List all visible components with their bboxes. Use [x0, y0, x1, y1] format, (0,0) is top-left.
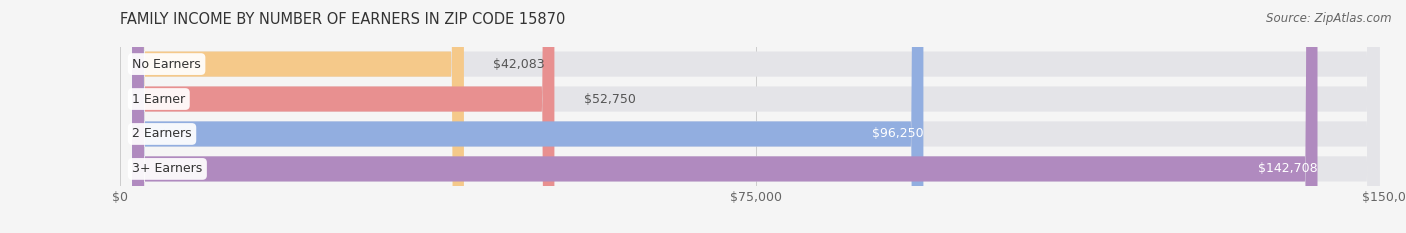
FancyBboxPatch shape [132, 0, 1379, 233]
FancyBboxPatch shape [132, 0, 464, 233]
FancyBboxPatch shape [132, 0, 1317, 233]
Text: $142,708: $142,708 [1258, 162, 1317, 175]
Text: 2 Earners: 2 Earners [132, 127, 191, 140]
Text: Source: ZipAtlas.com: Source: ZipAtlas.com [1267, 12, 1392, 25]
FancyBboxPatch shape [132, 0, 924, 233]
Text: 1 Earner: 1 Earner [132, 93, 186, 106]
FancyBboxPatch shape [132, 0, 1379, 233]
Text: $96,250: $96,250 [872, 127, 924, 140]
Text: FAMILY INCOME BY NUMBER OF EARNERS IN ZIP CODE 15870: FAMILY INCOME BY NUMBER OF EARNERS IN ZI… [120, 12, 565, 27]
FancyBboxPatch shape [132, 0, 1379, 233]
Text: $52,750: $52,750 [583, 93, 636, 106]
Text: $42,083: $42,083 [494, 58, 546, 71]
FancyBboxPatch shape [132, 0, 554, 233]
FancyBboxPatch shape [132, 0, 1379, 233]
Text: 3+ Earners: 3+ Earners [132, 162, 202, 175]
Text: No Earners: No Earners [132, 58, 201, 71]
